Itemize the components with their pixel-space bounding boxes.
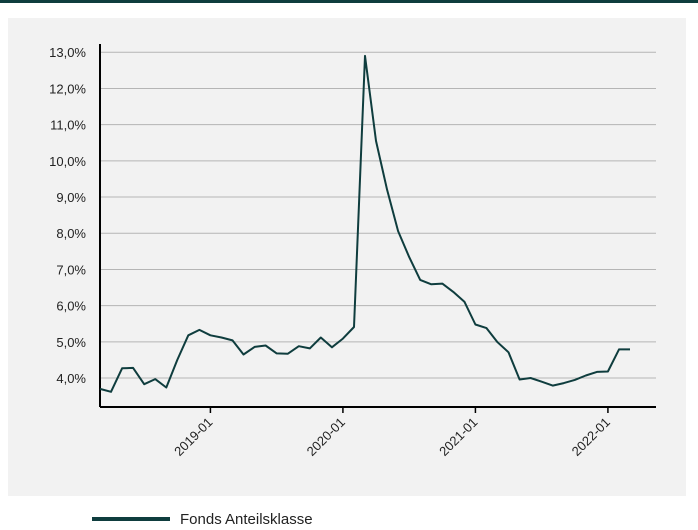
y-tick-label: 5,0%: [56, 335, 86, 350]
x-tick-label: 2021-01: [436, 415, 480, 459]
series-line: [99, 54, 630, 393]
plot-panel: [8, 18, 686, 496]
y-tick-label: 9,0%: [56, 190, 86, 205]
y-tick-label: 4,0%: [56, 371, 86, 386]
series-layer: [99, 54, 630, 393]
y-tick-label: 10,0%: [49, 154, 86, 169]
legend-label: Fonds Anteilsklasse: [180, 510, 313, 528]
legend: Fonds Anteilsklasse: [92, 508, 313, 530]
y-tick-label: 7,0%: [56, 262, 86, 277]
grid-lines: [100, 51, 656, 379]
y-tick-label: 13,0%: [49, 45, 86, 60]
y-tick-labels: 4,0% 5,0% 6,0% 7,0% 8,0% 9,0% 10,0% 11,0% 12,0% 1…: [49, 45, 86, 386]
y-tick-label: 6,0%: [56, 299, 86, 314]
axes: [99, 44, 656, 408]
x-tick-labels: 2019-01 2020-01 2021-01 2022-01: [171, 407, 613, 459]
y-tick-label: 11,0%: [50, 118, 86, 133]
x-tick-label: 2022-01: [569, 415, 613, 459]
y-tick-label: 12,0%: [49, 81, 86, 96]
x-tick-label: 2019-01: [171, 415, 215, 459]
y-tick-label: 8,0%: [56, 226, 86, 241]
legend-swatch: [92, 517, 170, 521]
x-tick-label: 2020-01: [304, 415, 348, 459]
top-rule: [0, 0, 698, 3]
